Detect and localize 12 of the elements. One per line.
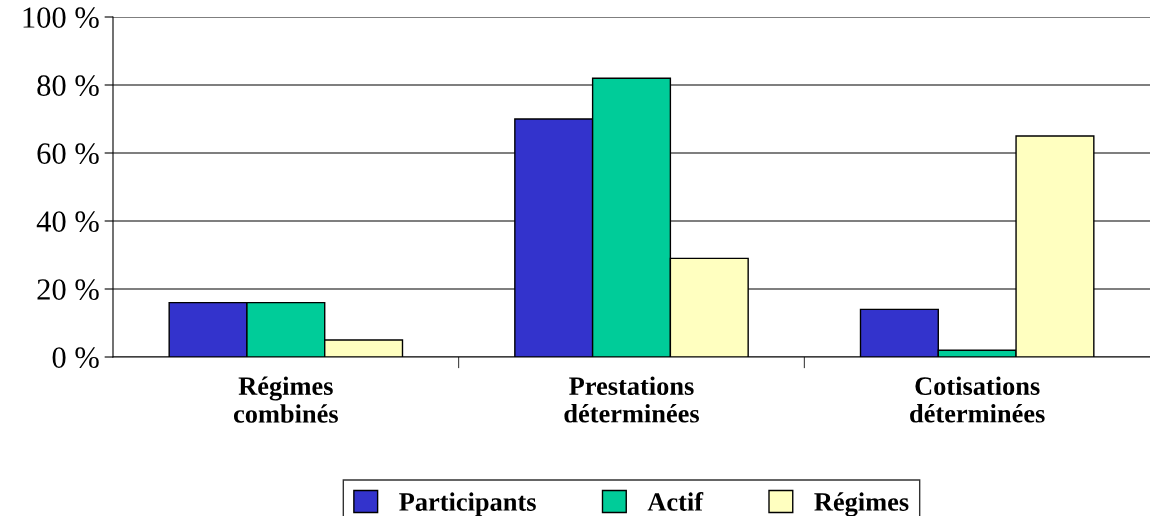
y-tick-label: 0 % [52, 347, 99, 368]
x-tick-label: Cotisations déterminées [910, 376, 1045, 423]
y-tick-label: 40 % [36, 211, 99, 232]
y-tick-label: 20 % [37, 279, 99, 300]
legend-label: Actif [647, 492, 704, 511]
x-tick-label: Prestations déterminées [564, 376, 699, 423]
legend-label: Participants [399, 492, 536, 516]
legend-label: Régimes [814, 492, 909, 516]
x-tick-label: Régimes combinés [233, 376, 338, 423]
y-tick-label: 100 % [23, 7, 99, 28]
y-tick-label: 60 % [37, 143, 99, 164]
y-tick-label: 80 % [37, 75, 99, 96]
